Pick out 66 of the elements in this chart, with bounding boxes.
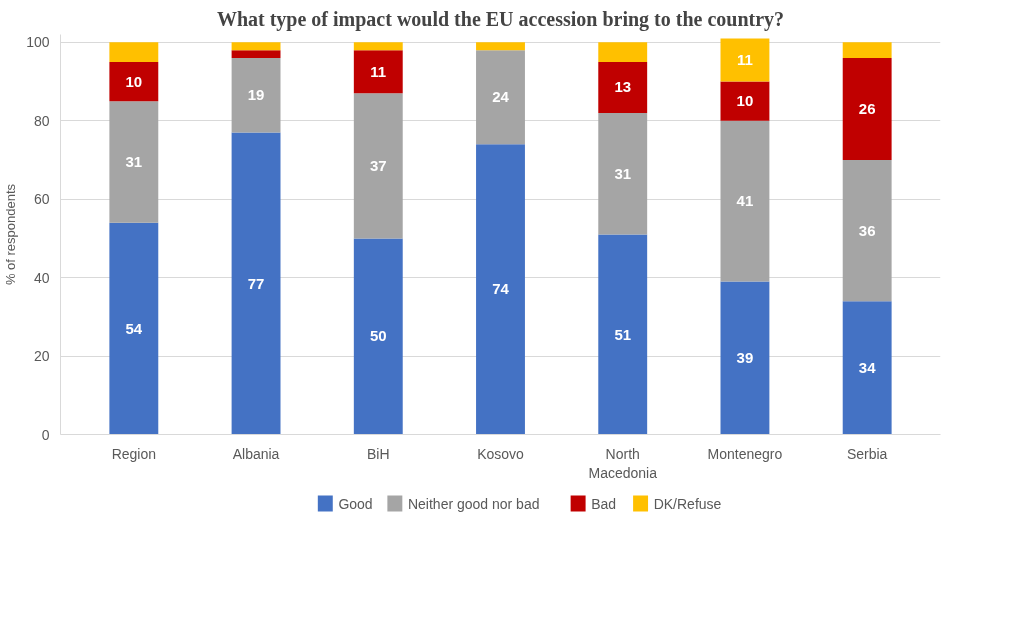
data-label: 31 [614,164,632,182]
data-label: 11 [370,62,387,80]
data-label: 24 [492,88,510,106]
legend-label: Neither good nor bad [407,495,540,512]
data-label: 10 [125,72,143,90]
data-label: 19 [247,86,265,104]
y-tick-label: 60 [33,191,50,208]
x-tick-label: BiH [367,445,390,462]
x-tick-label: Albania [232,445,280,462]
bar [598,42,648,62]
bar [842,42,892,59]
bar [109,101,159,223]
bar [598,112,648,235]
data-label: 10 [736,92,754,110]
bar [109,222,159,435]
bar [476,144,525,435]
x-tick-label: Montenegro [707,445,783,462]
data-label: 77 [247,274,265,292]
bar [598,234,648,435]
data-label: 26 [858,100,876,118]
bar [353,50,403,94]
data-label: 34 [858,358,877,376]
bar [720,81,770,121]
data-label: 31 [125,152,143,170]
data-label: 51 [614,325,632,343]
x-tick-label: Serbia [846,445,888,462]
x-tick-label: Kosovo [477,445,525,462]
data-label: 37 [369,156,387,174]
bar [109,61,159,102]
y-tick-label: 80 [33,112,50,129]
legend-label: Good [338,495,373,512]
bar [720,281,770,435]
x-tick-label: North Macedonia [588,445,658,481]
x-tick-label: Region [111,445,157,462]
data-label: 36 [858,221,876,239]
bar [231,132,281,435]
data-label: 50 [369,327,387,345]
bar [353,93,403,239]
chart-title: What type of impact would the EU accession bring to the country? [216,7,785,31]
data-label: 54 [125,319,143,337]
data-label: 11 [737,50,753,68]
bar [353,238,403,435]
bar [476,50,525,145]
bar [598,61,648,113]
bar [231,58,281,133]
data-label: 13 [614,78,632,96]
bar [720,38,770,82]
legend-label: Bad [591,495,617,512]
bar [353,42,403,51]
y-axis-title: % of respondents [3,183,19,286]
bar [231,50,281,59]
y-tick-label: 0 [41,426,50,443]
bar [842,159,892,302]
data-label: 39 [736,349,754,367]
legend-label: DK/Refuse [653,495,722,512]
bar [109,42,159,62]
bar [720,120,770,282]
y-tick-label: 20 [33,348,50,365]
bar [842,58,892,160]
data-label: 41 [736,192,754,210]
bar [231,42,281,51]
y-tick-label: 40 [33,269,50,286]
data-label: 74 [492,280,510,298]
bar [476,42,525,51]
y-tick-label: 100 [26,34,50,51]
bar [842,301,892,435]
